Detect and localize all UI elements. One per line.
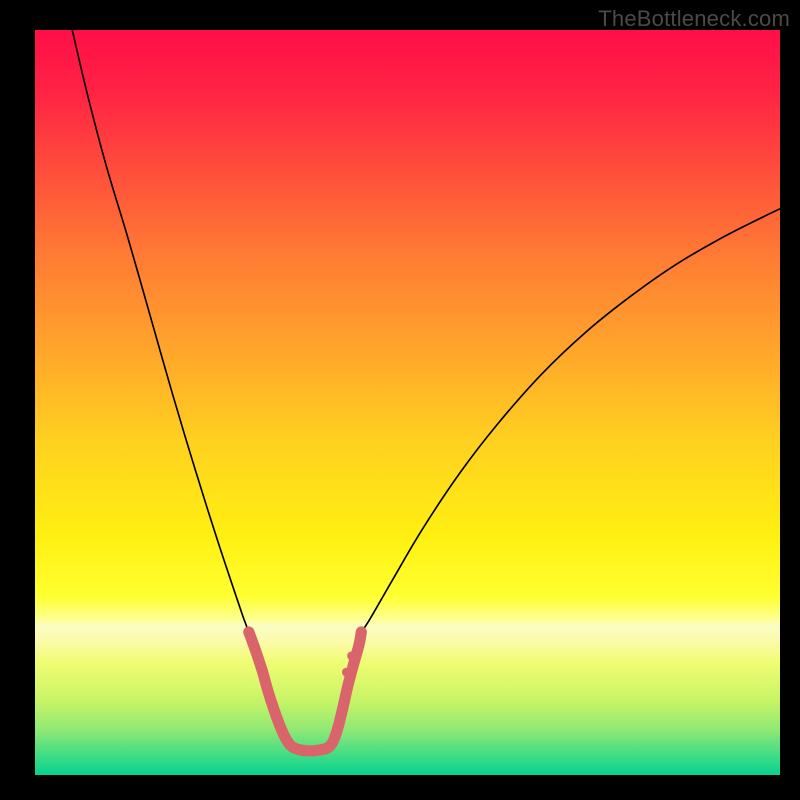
marker-bead-strand [249, 632, 361, 751]
plot-area [35, 30, 780, 790]
watermark-text: TheBottleneck.com [598, 6, 790, 32]
curve-left-branch [72, 30, 249, 632]
curve-right-branch [361, 209, 780, 632]
chart-frame: TheBottleneck.com [0, 0, 800, 800]
curve-layer [35, 30, 780, 775]
